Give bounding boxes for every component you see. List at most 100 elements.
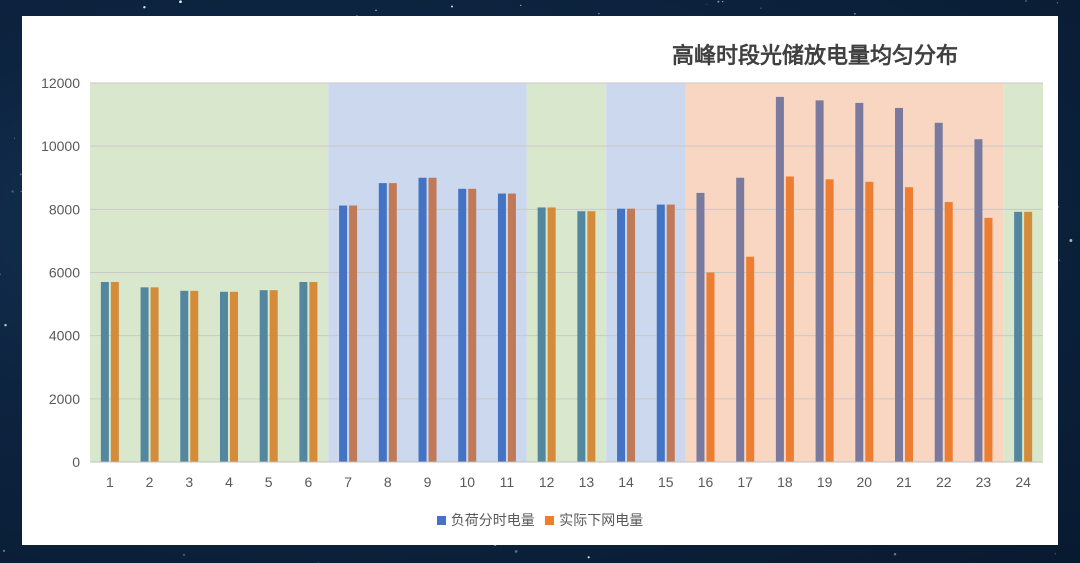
- bar-grid: [984, 217, 993, 462]
- x-tick-label: 4: [225, 474, 233, 490]
- star: [20, 190, 22, 192]
- legend-swatch-load: [436, 515, 446, 525]
- bar-grid: [150, 287, 159, 462]
- bar-load: [895, 107, 904, 462]
- bar-grid: [388, 183, 397, 462]
- y-tick-label: 6000: [49, 265, 80, 281]
- legend-item-grid: 实际下网电量: [545, 510, 643, 530]
- y-tick-label: 12000: [41, 75, 80, 91]
- bar-load: [617, 208, 626, 462]
- x-tick-label: 7: [344, 474, 352, 490]
- star: [13, 137, 16, 139]
- bar-load: [219, 291, 228, 462]
- bar-grid: [865, 181, 874, 462]
- bar-load: [458, 188, 467, 462]
- x-tick-label: 22: [936, 474, 952, 490]
- bar-grid: [229, 291, 238, 462]
- bar-grid: [746, 256, 755, 462]
- bar-load: [815, 100, 824, 462]
- x-tick-label: 19: [817, 474, 833, 490]
- star: [11, 190, 14, 193]
- bar-load: [140, 287, 149, 462]
- x-tick-label: 24: [1015, 474, 1031, 490]
- star: [356, 15, 358, 16]
- star: [2, 549, 6, 552]
- star: [1059, 259, 1061, 261]
- bar-load: [696, 192, 705, 462]
- legend-swatch-grid: [545, 515, 555, 525]
- star: [0, 273, 1, 276]
- bar-load: [180, 290, 189, 462]
- star: [520, 4, 522, 6]
- x-tick-label: 8: [384, 474, 392, 490]
- y-tick-label: 4000: [49, 328, 80, 344]
- x-tick-label: 9: [424, 474, 432, 490]
- bar-load: [736, 177, 745, 462]
- bar-grid: [706, 272, 715, 462]
- bar-grid: [349, 205, 358, 462]
- star: [1069, 239, 1073, 242]
- bar-grid: [785, 176, 794, 462]
- bar-grid: [587, 211, 596, 462]
- bar-load: [259, 290, 268, 462]
- x-tick-label: 17: [737, 474, 753, 490]
- bar-grid: [1024, 211, 1033, 462]
- star: [587, 556, 590, 559]
- x-tick-label: 21: [896, 474, 912, 490]
- star: [514, 549, 518, 553]
- star: [4, 323, 7, 327]
- bar-load: [855, 102, 864, 463]
- chart-title: 高峰时段光储放电量均匀分布: [672, 44, 959, 69]
- legend-label-load: 负荷分时电量: [450, 513, 535, 529]
- bar-load: [497, 193, 506, 462]
- x-tick-label: 15: [658, 474, 674, 490]
- x-tick-label: 11: [500, 474, 515, 490]
- star: [722, 0, 724, 3]
- bar-grid: [468, 188, 477, 462]
- bar-load: [100, 281, 109, 462]
- bar-load: [418, 177, 427, 462]
- bar-load: [378, 183, 387, 462]
- star: [853, 12, 856, 15]
- star: [1054, 553, 1056, 555]
- bar-load: [1014, 211, 1023, 462]
- x-tick-label: 3: [185, 474, 193, 490]
- bar-load: [299, 281, 308, 462]
- bar-grid: [190, 290, 199, 462]
- star: [706, 3, 708, 5]
- star: [450, 5, 454, 8]
- x-tick-label: 10: [459, 474, 475, 490]
- bar-grid: [666, 204, 675, 463]
- star: [179, 0, 182, 4]
- bar-load: [577, 211, 586, 462]
- legend-label-grid: 实际下网电量: [559, 513, 644, 529]
- y-tick-label: 10000: [41, 138, 80, 154]
- x-tick-label: 12: [539, 474, 555, 490]
- y-tick-label: 0: [72, 454, 80, 470]
- bar-grid: [110, 281, 119, 462]
- bar-grid: [309, 281, 318, 462]
- star: [893, 553, 897, 556]
- star: [760, 7, 762, 9]
- x-tick-label: 2: [146, 474, 154, 490]
- star: [317, 561, 319, 563]
- star: [1056, 2, 1058, 4]
- star: [717, 0, 720, 3]
- y-tick-label: 2000: [49, 391, 80, 407]
- bar-grid: [825, 179, 834, 462]
- bar-grid: [269, 290, 278, 462]
- x-tick-label: 20: [857, 474, 873, 490]
- bar-grid: [547, 207, 556, 462]
- bar-load: [339, 205, 348, 462]
- x-tick-label: 1: [106, 474, 114, 490]
- bar-load: [537, 207, 546, 462]
- bar-load: [775, 96, 784, 462]
- bar-grid: [428, 177, 437, 462]
- bar-grid: [905, 187, 914, 462]
- chart-panel: 高峰时段光储放电量均匀分布 0 2000 4000 6000 8000 10000 1200…: [22, 16, 1058, 545]
- x-tick-label: 16: [698, 474, 714, 490]
- star: [143, 5, 146, 9]
- bar-load: [974, 139, 983, 462]
- bar-grid: [627, 208, 636, 462]
- star: [375, 9, 377, 11]
